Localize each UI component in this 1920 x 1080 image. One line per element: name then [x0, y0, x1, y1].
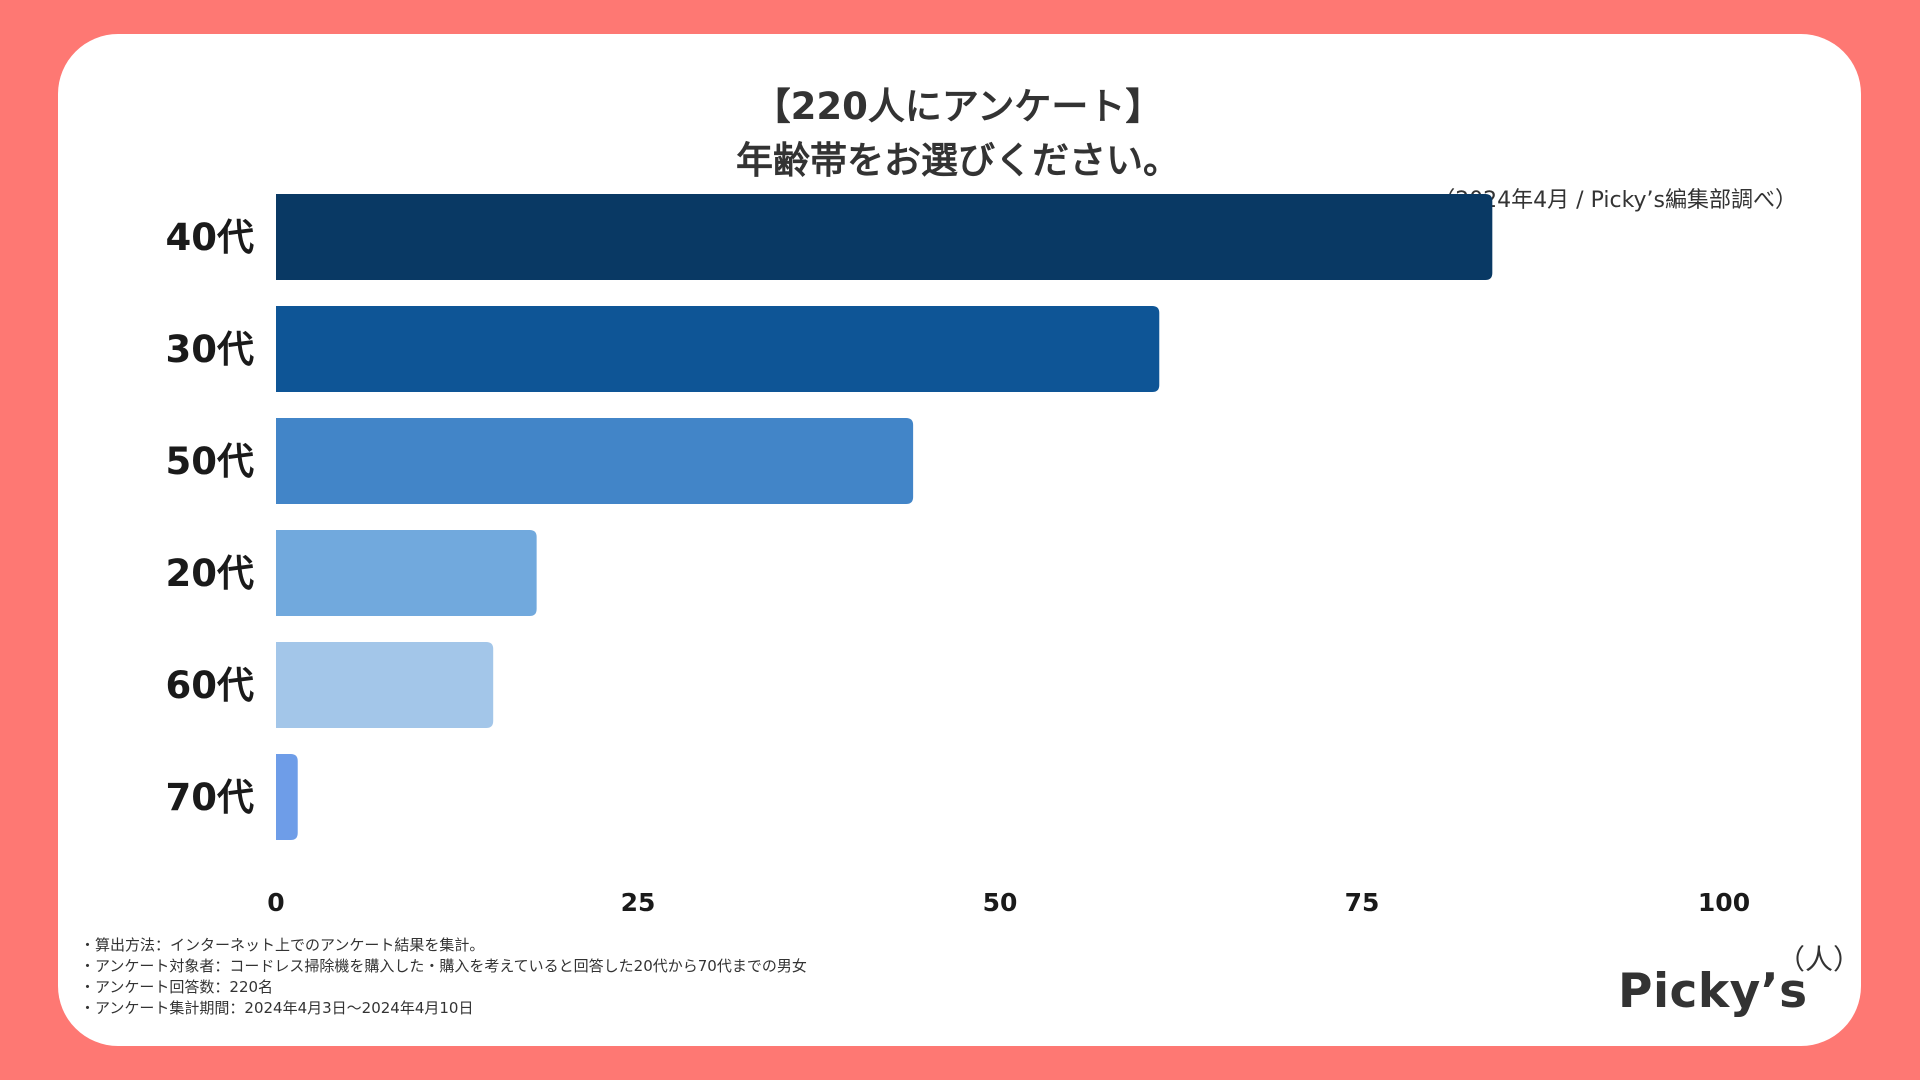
category-label-70代: 70代	[166, 776, 255, 819]
bar-40代	[276, 194, 1493, 280]
category-label-30代: 30代	[166, 328, 255, 371]
bar-chart: 40代 30代 50代 20代 60代 70代 0 25 50 75 100	[166, 194, 1750, 917]
chart-card: 【220人にアンケート】 年齢帯をお選びください。 （2024年4月 / Pic…	[58, 34, 1861, 1046]
x-tick-75: 75	[1345, 888, 1380, 917]
survey-notes: ・算出方法：インターネット上でのアンケート結果を集計。 ・アンケート対象者：コー…	[80, 935, 807, 1019]
x-tick-0: 0	[267, 888, 284, 917]
title-line-1: 【220人にアンケート】	[753, 85, 1163, 128]
chart-title: 【220人にアンケート】 年齢帯をお選びください。	[58, 80, 1858, 188]
note-method: ・算出方法：インターネット上でのアンケート結果を集計。	[80, 936, 485, 954]
category-label-60代: 60代	[166, 664, 255, 707]
title-line-2: 年齢帯をお選びください。	[736, 139, 1180, 182]
brand-logo: Picky’s	[1618, 964, 1808, 1019]
category-label-50代: 50代	[166, 440, 255, 483]
note-count: ・アンケート回答数：220名	[80, 978, 274, 996]
bar-20代	[276, 530, 537, 616]
category-label-40代: 40代	[166, 216, 255, 259]
bar-30代	[276, 306, 1160, 392]
note-period: ・アンケート集計期間：2024年4月3日〜2024年4月10日	[80, 999, 474, 1017]
note-target: ・アンケート対象者：コードレス掃除機を購入した・購入を考えていると回答した20代…	[80, 957, 807, 975]
x-tick-25: 25	[621, 888, 656, 917]
source-note: （2024年4月 / Picky’s編集部調べ）	[1433, 188, 1797, 213]
bar-60代	[276, 642, 494, 728]
x-tick-100: 100	[1698, 888, 1750, 917]
bar-70代	[276, 754, 298, 840]
x-tick-50: 50	[983, 888, 1018, 917]
unit-label: （人）	[1777, 943, 1862, 976]
category-label-20代: 20代	[166, 552, 255, 595]
bar-50代	[276, 418, 914, 504]
